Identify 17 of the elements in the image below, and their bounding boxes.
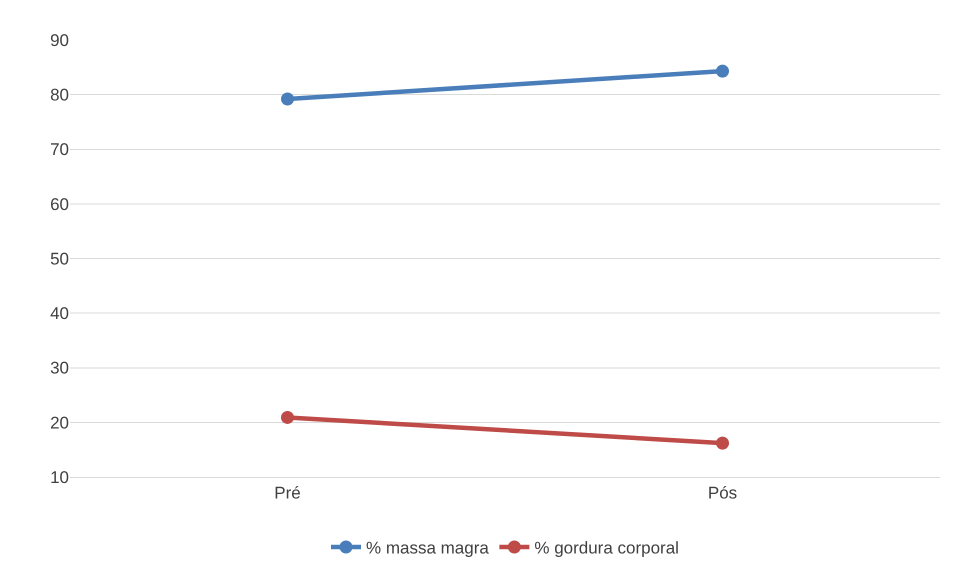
legend-label: % massa magra xyxy=(366,538,490,558)
y-tick-label: 80 xyxy=(50,86,69,105)
y-tick-label: 20 xyxy=(50,413,69,432)
point xyxy=(281,410,294,424)
point xyxy=(716,64,729,78)
y-tick-label: 30 xyxy=(50,358,69,378)
y-tick-label: 40 xyxy=(50,304,69,324)
point xyxy=(281,92,294,106)
y-tick-label: 90 xyxy=(50,30,69,50)
x-tick-label: Pós xyxy=(708,483,738,502)
y-tick-label: 50 xyxy=(50,249,69,268)
y-tick-label: 10 xyxy=(50,468,69,487)
legend-label: % gordura corporal xyxy=(534,538,679,558)
y-tick-label: 60 xyxy=(50,194,69,214)
point xyxy=(716,436,729,450)
y-tick-label: 70 xyxy=(50,140,69,160)
x-tick-label: Pré xyxy=(274,483,301,502)
